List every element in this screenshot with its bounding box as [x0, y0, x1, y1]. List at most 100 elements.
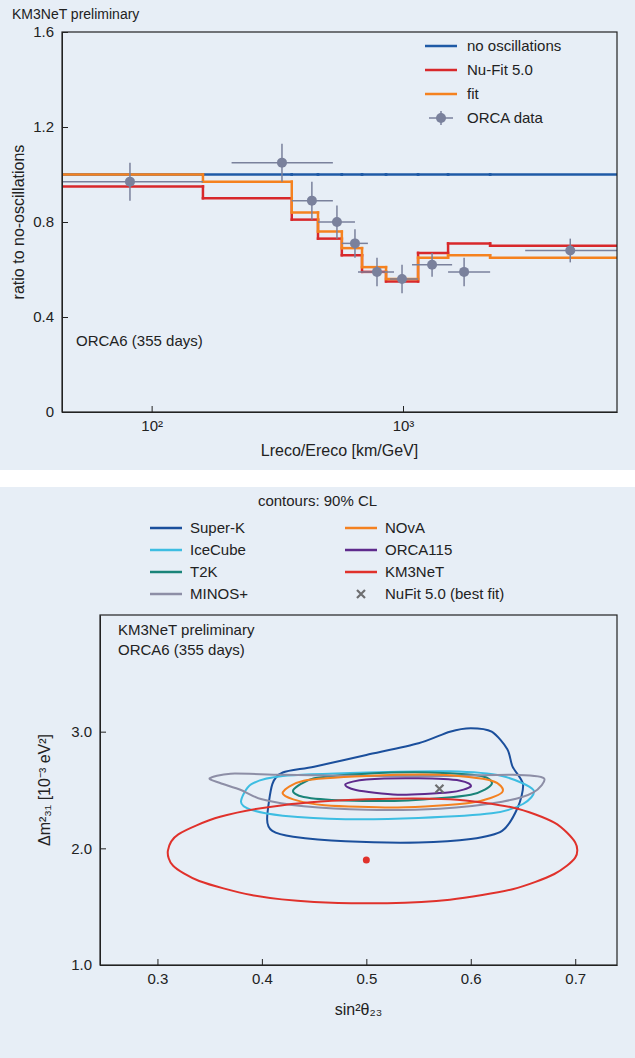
tick-label: 1.6 [33, 23, 54, 40]
step-segment [292, 173, 318, 176]
legend-label: NuFit 5.0 (best fit) [385, 585, 504, 602]
tick: 10² [141, 406, 163, 434]
legend-label: ORCA data [467, 109, 544, 126]
step-segment [418, 173, 448, 176]
y-axis-label: ratio to no-oscillations [10, 145, 27, 300]
tick-label: 0.5 [356, 970, 377, 987]
data-point [332, 217, 342, 227]
legend-label: NOvA [385, 519, 425, 536]
legend-label: MINOS+ [190, 585, 248, 602]
tick-label: 0.4 [252, 970, 273, 987]
step-segment [62, 173, 203, 176]
legend-label: ORCA115 [385, 541, 452, 558]
step-segment [203, 180, 292, 183]
tick: 1.6 [33, 23, 68, 40]
legend-swatch [425, 93, 457, 96]
tick: 0.4 [252, 959, 273, 987]
legend-item: no oscillations [425, 37, 561, 54]
x-axis-label: sin²θ₂₃ [335, 1001, 382, 1018]
step-riser [385, 267, 388, 279]
tick-label: 1.0 [71, 956, 92, 973]
contour [267, 728, 523, 842]
step-segment [292, 211, 318, 214]
tick-mark [471, 959, 472, 965]
tick-mark [62, 317, 68, 318]
plot-marks [168, 728, 578, 903]
data-point [427, 260, 437, 270]
legend-swatch [150, 549, 182, 552]
tick-label: 0.7 [565, 970, 586, 987]
data-point [397, 274, 407, 284]
step-segment [203, 173, 292, 176]
axis: 1.0 2.0 3.0 [71, 616, 106, 974]
step-segment [203, 197, 292, 200]
step-segment [448, 173, 490, 176]
legend-item: ORCA data [429, 109, 544, 126]
tick-label: 10² [141, 417, 163, 434]
axis: 0.3 0.4 0.5 0.6 0.7 [101, 959, 618, 987]
tick: 0.3 [148, 959, 169, 987]
step-segment [362, 173, 386, 176]
tick: 3.0 [71, 723, 106, 740]
tick: 0.4 [33, 308, 68, 325]
plot-marks [62, 144, 617, 294]
tick-label: 2.0 [71, 840, 92, 857]
legend-swatch [345, 527, 377, 530]
step-segment [62, 173, 203, 176]
tick: 2.0 [71, 840, 106, 857]
legend-item: MINOS+ [150, 585, 248, 602]
annotation: KM3NeT preliminary [118, 621, 255, 638]
legend-item: T2K [150, 563, 218, 580]
step-segment [318, 237, 342, 240]
tick-label: 0.4 [33, 308, 54, 325]
legend-swatch [436, 113, 446, 123]
data-point [372, 267, 382, 277]
legend-swatch [150, 593, 182, 596]
legend-swatch [345, 549, 377, 552]
data-point [459, 267, 469, 277]
data-point [363, 857, 370, 864]
plot-frame [62, 32, 617, 412]
legend-swatch [150, 571, 182, 574]
tick-mark [262, 959, 263, 965]
tick-label: 0.6 [461, 970, 482, 987]
y-axis-label: Δm²₃₁ [10⁻³ eV²] [36, 734, 53, 846]
axis: 10²10³ [63, 406, 618, 434]
plot-frame [100, 615, 617, 965]
step-segment [386, 173, 418, 176]
data-point [307, 196, 317, 206]
tick-mark [575, 959, 576, 965]
legend-swatch [425, 45, 457, 48]
legend-label: Super-K [190, 519, 245, 536]
legend-swatch [357, 590, 365, 598]
x-axis-label: Lreco/Ereco [km/GeV] [261, 442, 418, 459]
step-riser [341, 232, 344, 249]
step-segment [490, 256, 617, 259]
data-point [435, 785, 443, 793]
panel-background [0, 487, 635, 1058]
legend-label: KM3NeT [385, 563, 444, 580]
step-segment [448, 242, 490, 245]
axis-line [101, 965, 618, 966]
step-segment [490, 245, 617, 248]
tick-mark [152, 406, 153, 412]
contour [168, 799, 578, 904]
data-point [565, 246, 575, 256]
legend-item: NOvA [345, 519, 425, 536]
legend-item: Super-K [150, 519, 245, 536]
legend: no oscillationsNu-Fit 5.0fitORCA data [425, 37, 561, 126]
data-point [350, 238, 360, 248]
legend-label: no oscillations [467, 37, 561, 54]
tick-label: 0.3 [148, 970, 169, 987]
step-segment [342, 254, 362, 257]
step-segment [418, 256, 448, 259]
tick-label: 1.2 [33, 118, 54, 135]
legend-label: T2K [190, 563, 218, 580]
tick: 0.7 [565, 959, 586, 987]
step-segment [292, 218, 318, 221]
legend-item: fit [425, 85, 480, 102]
axis-line [100, 616, 101, 966]
step-riser [417, 258, 420, 279]
tick-mark [100, 732, 106, 733]
tick-label: 3.0 [71, 723, 92, 740]
